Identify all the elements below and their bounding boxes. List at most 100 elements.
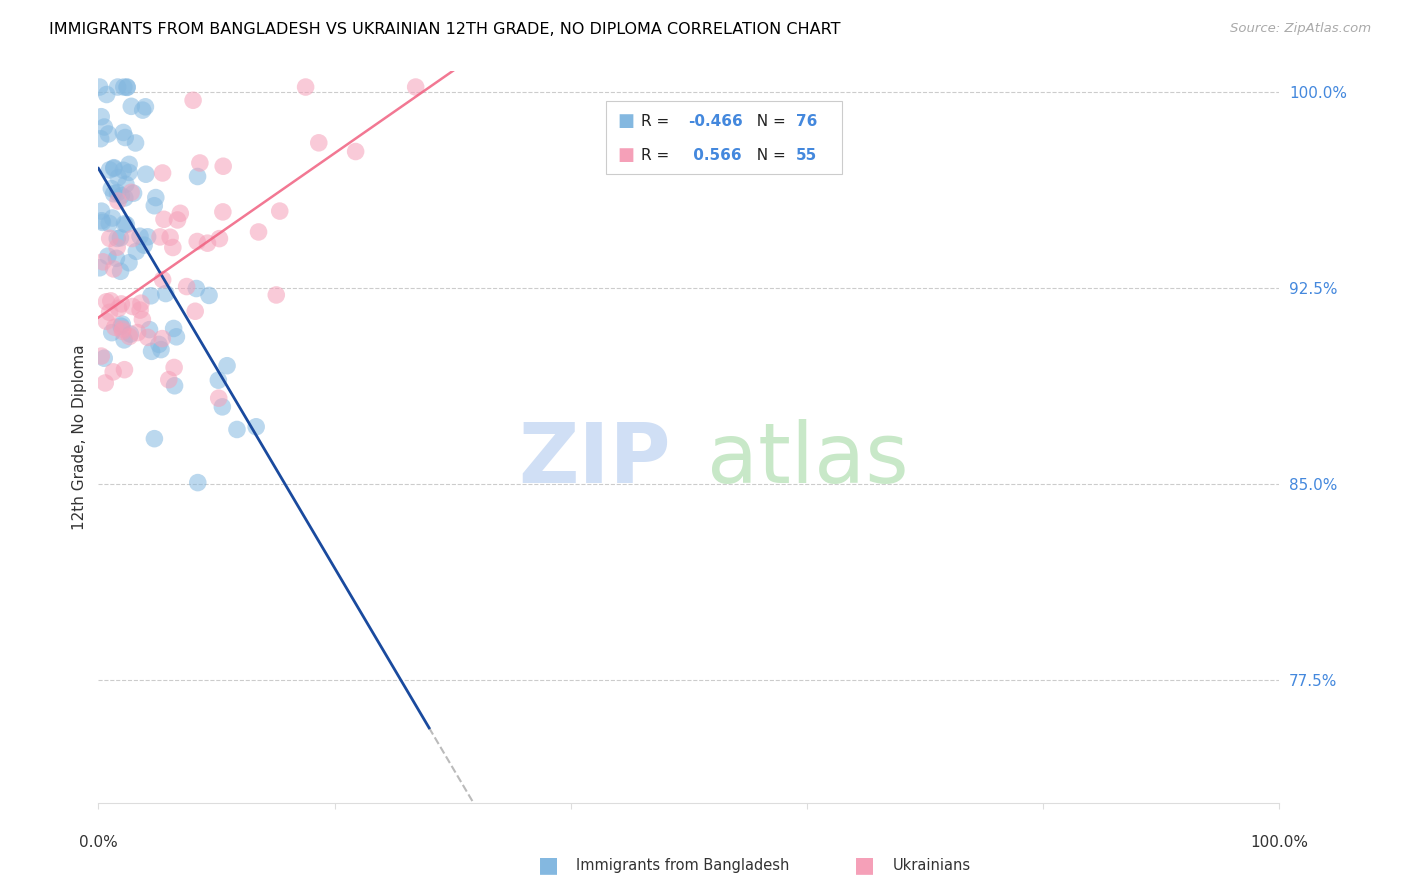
Point: [136, 330, 159, 344]
Point: [150, 332, 173, 346]
Point: [186, 235, 208, 249]
Point: [187, 169, 209, 184]
Point: [98, 305, 121, 319]
Point: [122, 186, 145, 201]
Point: [103, 186, 125, 201]
Point: [98, 231, 121, 245]
Point: [139, 289, 162, 303]
Point: [129, 229, 152, 244]
Point: [91, 215, 114, 229]
Text: Source: ZipAtlas.com: Source: ZipAtlas.com: [1230, 22, 1371, 36]
Point: [344, 145, 367, 159]
Point: [131, 103, 153, 117]
Point: [111, 322, 134, 336]
Point: [143, 432, 166, 446]
Point: [125, 244, 148, 259]
Point: [405, 80, 427, 95]
Point: [111, 317, 134, 331]
Point: [103, 161, 125, 176]
Point: [100, 326, 122, 340]
Point: [90, 131, 112, 145]
Text: ■: ■: [617, 146, 634, 164]
Point: [187, 475, 209, 490]
Point: [197, 236, 219, 251]
Point: [110, 264, 132, 278]
Point: [115, 218, 138, 232]
Point: [112, 126, 135, 140]
Point: [105, 240, 128, 254]
Point: [162, 321, 184, 335]
Point: [129, 296, 152, 310]
Text: Ukrainians: Ukrainians: [893, 858, 972, 872]
Point: [97, 127, 120, 141]
Point: [115, 178, 138, 192]
Point: [186, 281, 208, 295]
Point: [152, 273, 174, 287]
Point: [110, 188, 132, 202]
Point: [308, 136, 330, 150]
Text: Immigrants from Bangladesh: Immigrants from Bangladesh: [576, 858, 790, 872]
Point: [107, 194, 129, 208]
Text: 0.566: 0.566: [688, 148, 741, 163]
Point: [148, 337, 170, 351]
Point: [90, 213, 112, 227]
Point: [184, 304, 207, 318]
Point: [143, 199, 166, 213]
Point: [103, 261, 125, 276]
Point: [207, 373, 229, 387]
Point: [114, 130, 136, 145]
Point: [145, 191, 167, 205]
Point: [226, 422, 249, 436]
Point: [107, 170, 129, 185]
Point: [101, 211, 124, 225]
Point: [104, 320, 127, 334]
Y-axis label: 12th Grade, No Diploma: 12th Grade, No Diploma: [72, 344, 87, 530]
Point: [114, 362, 136, 376]
Point: [98, 216, 121, 230]
Text: N =: N =: [747, 148, 790, 163]
Point: [110, 297, 132, 311]
Point: [111, 325, 134, 339]
Point: [90, 349, 112, 363]
Point: [212, 205, 235, 219]
Text: 100.0%: 100.0%: [1250, 836, 1309, 850]
Text: ■: ■: [538, 855, 558, 875]
Point: [103, 161, 125, 175]
Text: R =: R =: [641, 113, 675, 128]
Point: [90, 204, 112, 219]
Point: [107, 80, 129, 95]
Point: [101, 365, 124, 379]
Point: [107, 301, 129, 316]
Point: [134, 238, 156, 252]
Text: 76: 76: [796, 113, 817, 128]
Point: [294, 80, 316, 95]
Point: [107, 186, 129, 200]
Text: IMMIGRANTS FROM BANGLADESH VS UKRAINIAN 12TH GRADE, NO DIPLOMA CORRELATION CHART: IMMIGRANTS FROM BANGLADESH VS UKRAINIAN …: [49, 22, 841, 37]
Point: [93, 351, 115, 366]
Point: [245, 419, 267, 434]
Point: [121, 231, 143, 245]
Point: [138, 323, 160, 337]
Point: [134, 100, 156, 114]
Text: 55: 55: [796, 148, 817, 163]
Point: [208, 391, 231, 405]
Point: [100, 181, 122, 195]
Text: -0.466: -0.466: [688, 113, 742, 128]
Point: [89, 80, 111, 95]
Point: [157, 373, 180, 387]
Point: [135, 167, 157, 181]
Point: [153, 212, 176, 227]
Text: 0.0%: 0.0%: [79, 836, 118, 850]
Point: [163, 378, 186, 392]
Point: [105, 231, 128, 245]
Point: [188, 156, 211, 170]
Point: [120, 327, 142, 342]
Point: [91, 255, 114, 269]
Point: [165, 330, 187, 344]
Point: [208, 232, 231, 246]
Point: [112, 163, 135, 178]
Point: [90, 110, 112, 124]
Point: [94, 376, 117, 390]
Point: [127, 326, 149, 340]
Point: [247, 225, 270, 239]
